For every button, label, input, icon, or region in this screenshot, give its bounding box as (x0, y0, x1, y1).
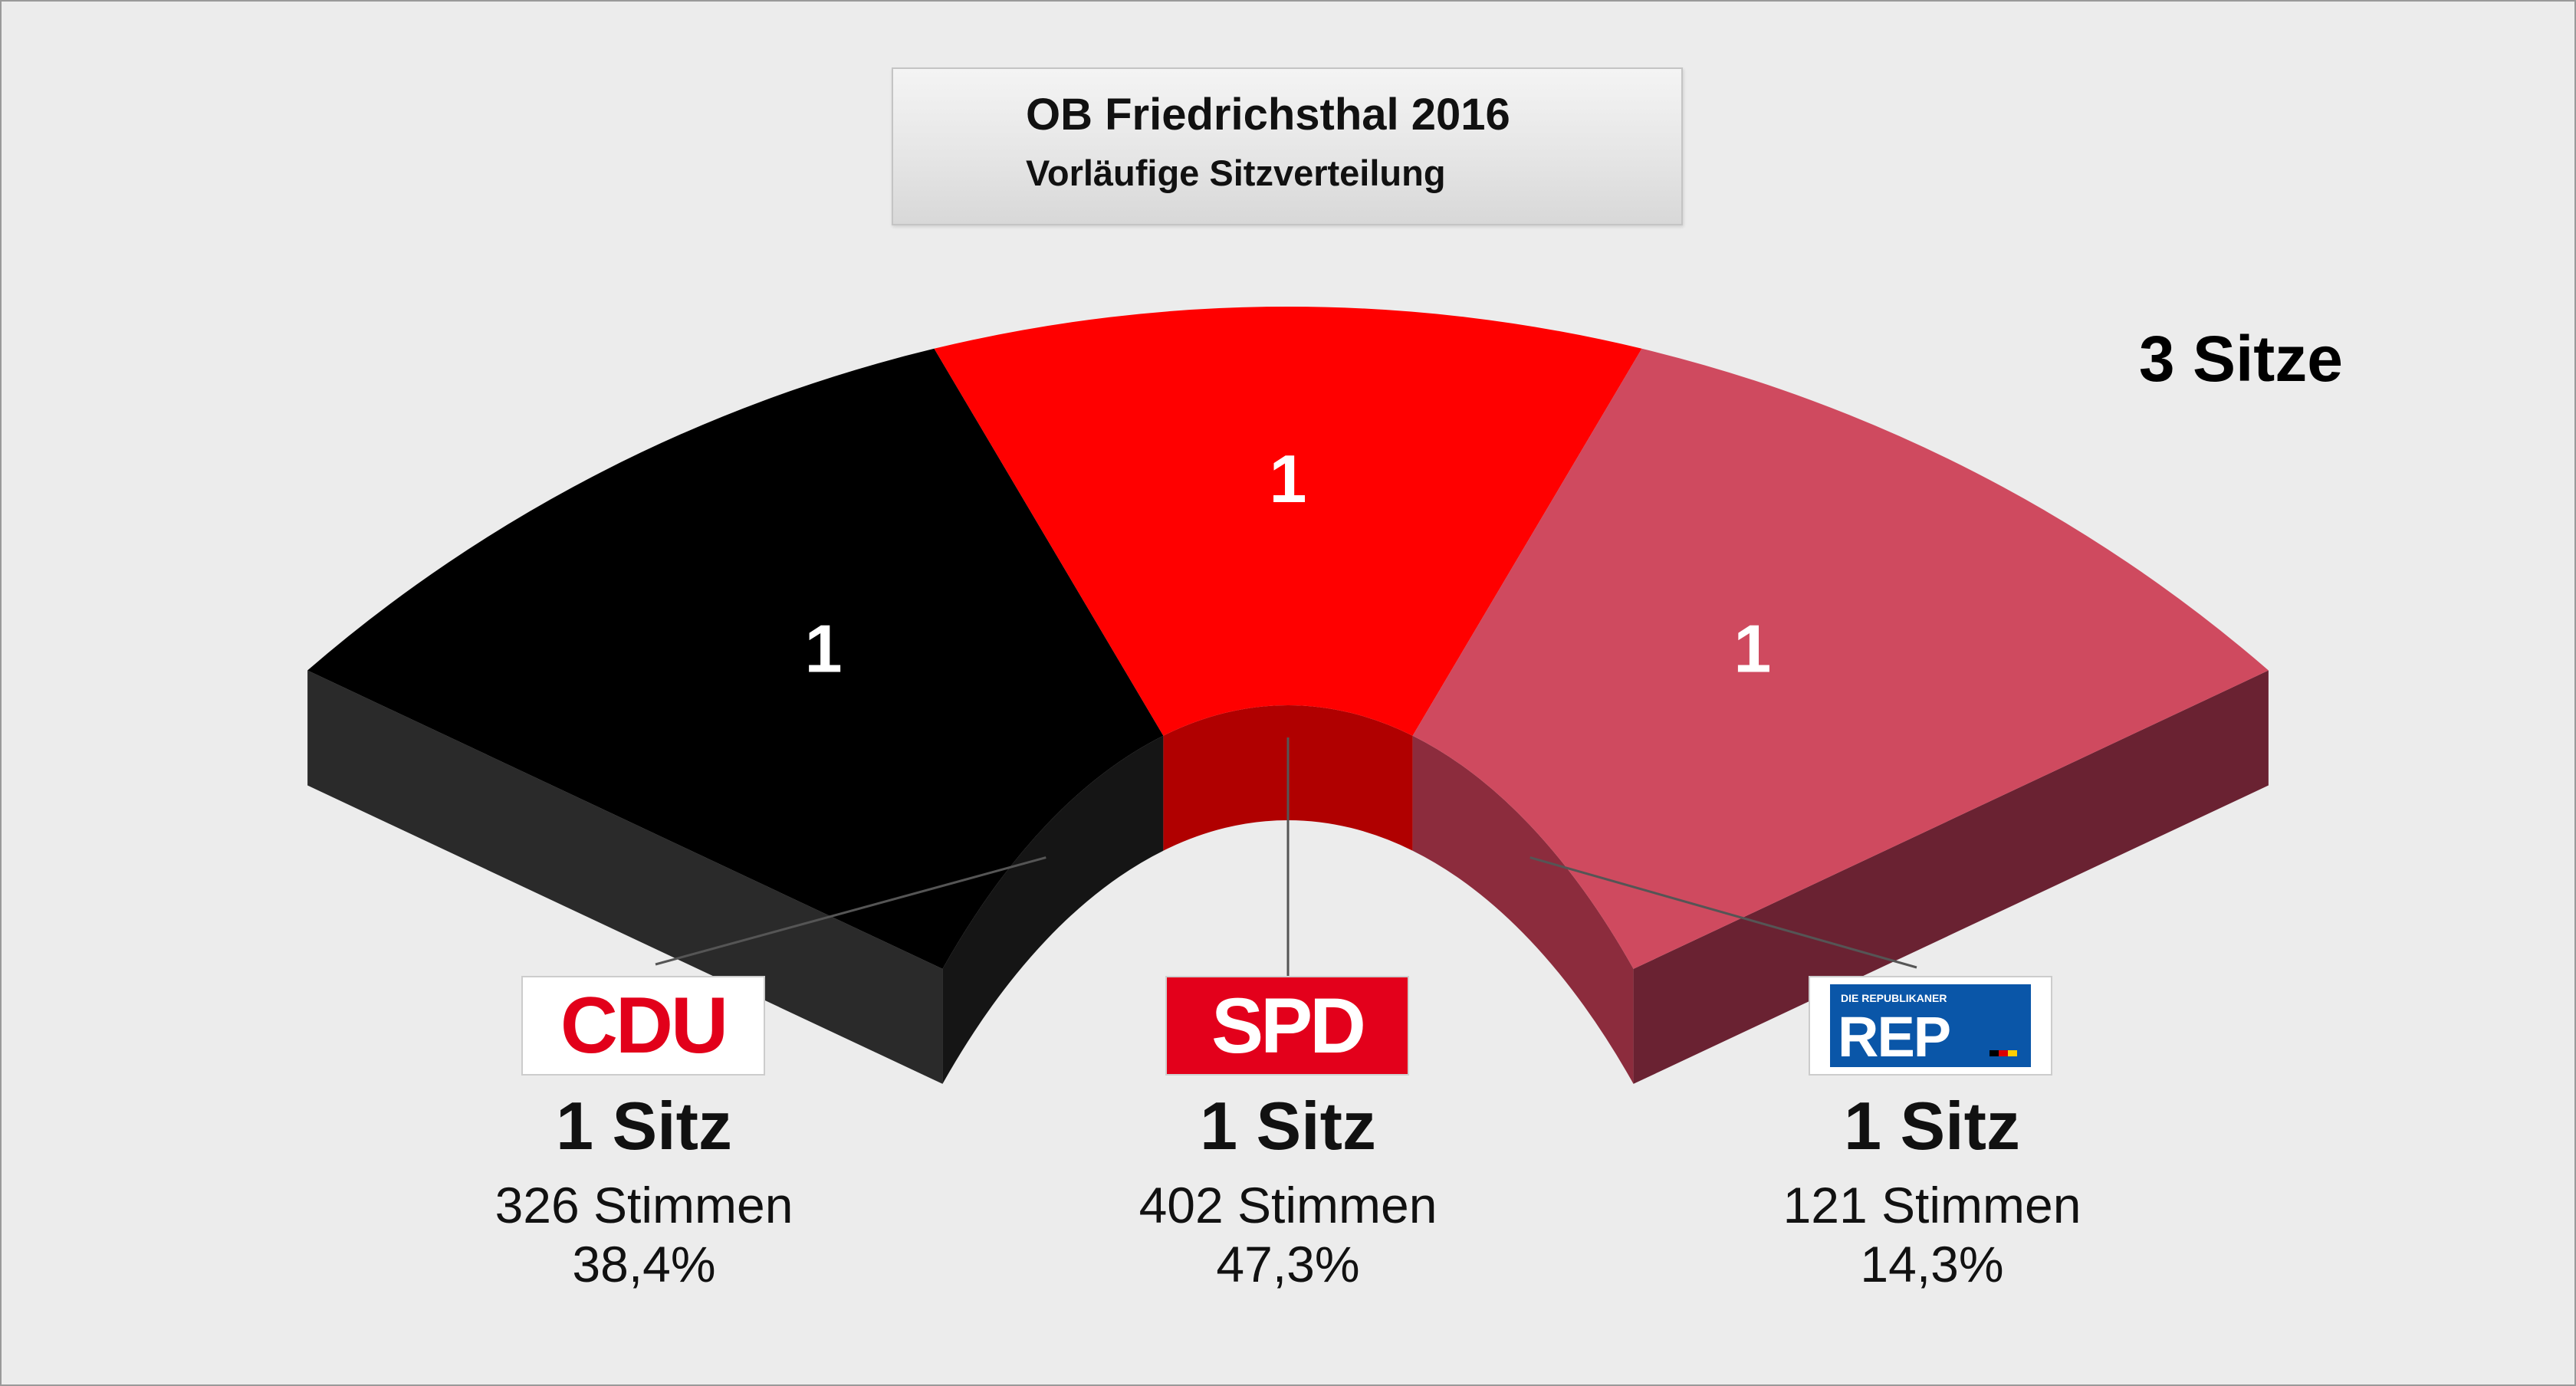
cdu-seat-count-label: 1 (805, 610, 843, 686)
rep-leader-line (1530, 856, 1917, 969)
cdu-side-face (307, 670, 943, 1084)
rep-logo: DIE REPUBLIKANER REP (1809, 976, 2052, 1076)
spd-seat-count-label: 1 (1270, 441, 1307, 517)
rep-seats-text: 1 Sitz (1844, 1088, 2020, 1164)
spd-logo-text: SPD (1211, 982, 1366, 1069)
total-seats-label: 3 Sitze (2138, 323, 2343, 395)
rep-logo-panel: DIE REPUBLIKANER REP (1830, 984, 2031, 1067)
cdu-seat-segment (307, 348, 1164, 969)
cdu-seats-text: 1 Sitz (556, 1088, 732, 1164)
cdu-leader-line (655, 856, 1046, 966)
rep-seat-segment (1412, 348, 2269, 969)
cdu-votes-text: 326 Stimmen (495, 1177, 794, 1233)
cdu-logo-text: CDU (560, 981, 728, 1070)
spd-seats-text: 1 Sitz (1200, 1088, 1376, 1164)
cdu-inner-face (942, 735, 1164, 1084)
rep-inner-face (1412, 735, 1634, 1084)
chart-title: OB Friedrichsthal 2016 (1026, 90, 1510, 140)
spd-percent-text: 47,3% (1216, 1236, 1360, 1292)
chart-subtitle: Vorläufige Sitzverteilung (1026, 153, 1446, 193)
rep-flag-icon (1990, 1050, 2017, 1056)
rep-logo-text: REP (1838, 1005, 1951, 1069)
rep-logo-small-text: DIE REPUBLIKANER (1841, 992, 1947, 1004)
spd-seat-segment (934, 306, 1642, 736)
rep-seat-count-label: 1 (1733, 610, 1771, 686)
rep-percent-text: 14,3% (1860, 1236, 2004, 1292)
spd-votes-text: 402 Stimmen (1138, 1177, 1438, 1233)
rep-side-face (1633, 670, 2269, 1084)
rep-votes-text: 121 Stimmen (1783, 1177, 2082, 1233)
cdu-logo: CDU (521, 976, 765, 1076)
cdu-percent-text: 38,4% (572, 1236, 716, 1292)
title-box: OB Friedrichsthal 2016 Vorläufige Sitzve… (892, 67, 1683, 225)
spd-logo: SPD (1165, 976, 1409, 1076)
